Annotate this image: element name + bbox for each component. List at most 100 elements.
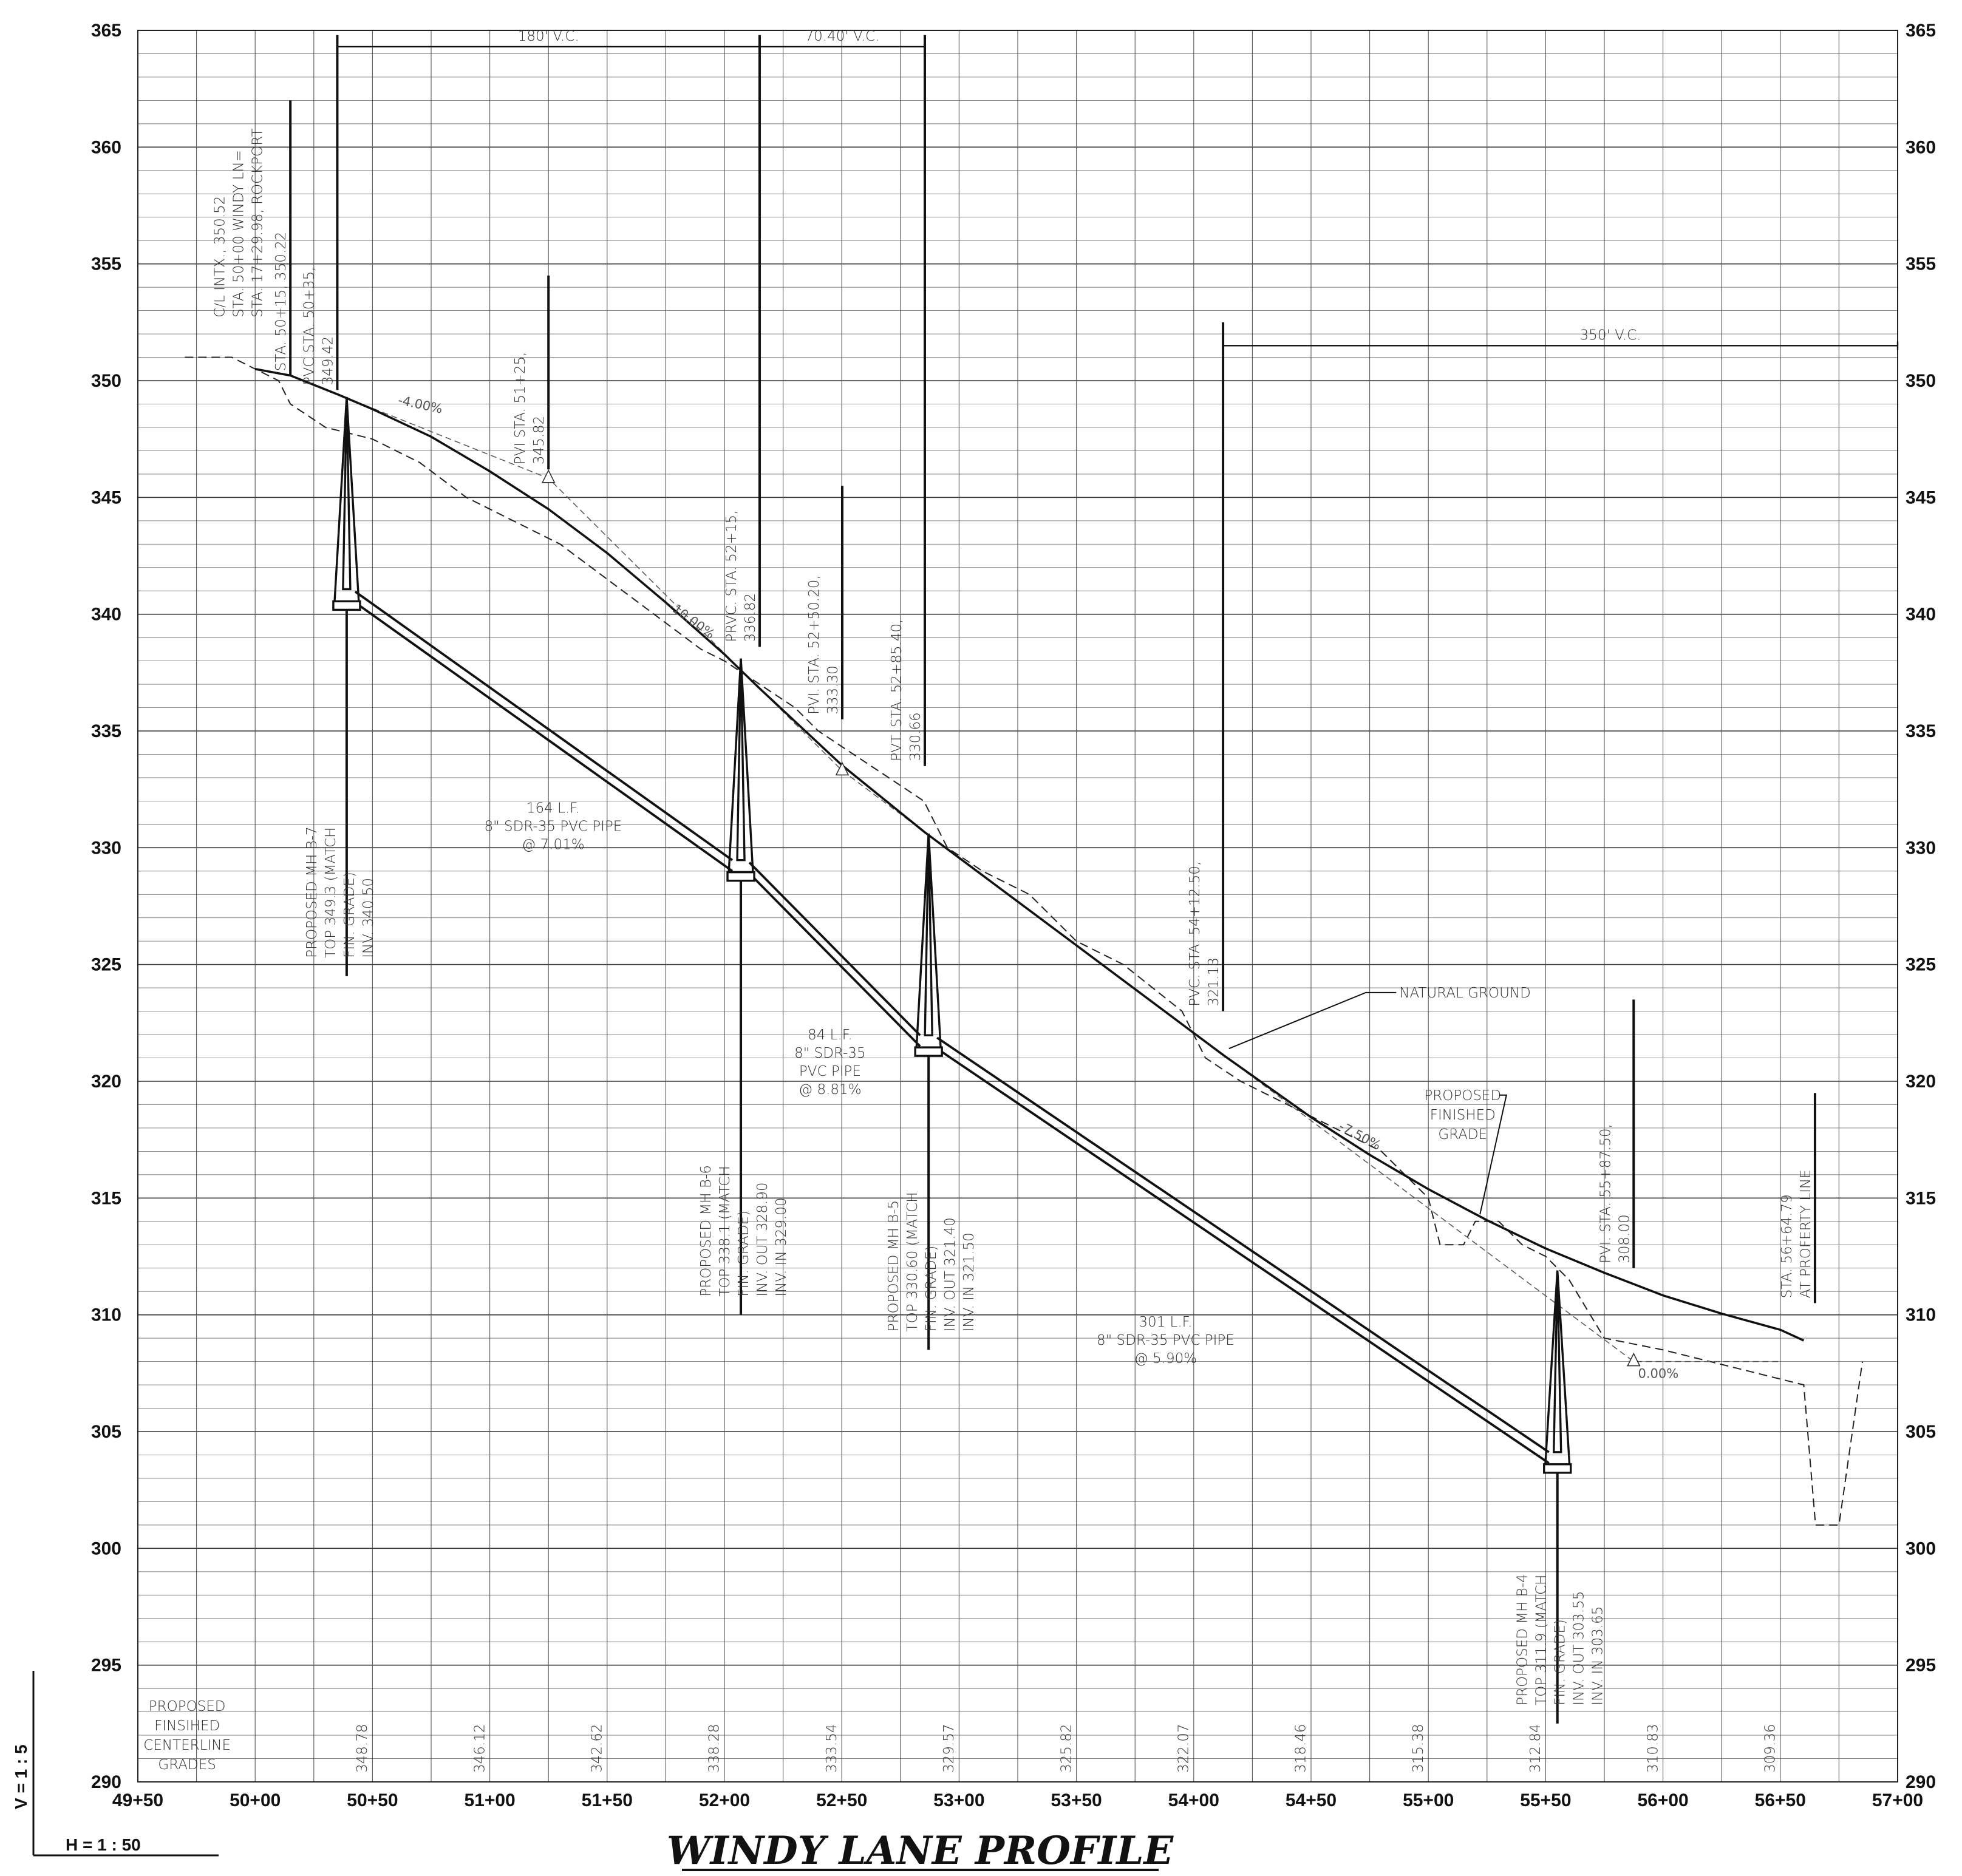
centerline-grade-value: 310.83 [1645, 1724, 1661, 1773]
pipe-label: 301 L.F. [1139, 1314, 1192, 1330]
station-tick-label: 54+50 [1286, 1790, 1337, 1810]
profile-linework [185, 35, 1899, 1724]
station-callout-label: 333.30 [825, 665, 841, 714]
centerline-grade-value: 318.46 [1293, 1724, 1309, 1773]
station-callout-label: AT PROFERTY LINE [1798, 1169, 1814, 1298]
manhole-label: INV. 340.50 [361, 878, 376, 958]
centerline-grade-value: 333.54 [824, 1724, 840, 1773]
manhole-label: INV. IN 321.50 [961, 1232, 977, 1331]
grade-percent-label: -10.00% [666, 599, 718, 642]
manhole-label: TOP 330.60 (MATCH [905, 1192, 921, 1331]
pvi-triangle-marker [1627, 1352, 1641, 1367]
elevation-tick-label-right: 355 [1906, 254, 1936, 274]
pipe-crown-line [748, 862, 921, 1036]
pipe-label: @ 5.90% [1134, 1351, 1197, 1367]
station-tick-label: 49+50 [112, 1790, 163, 1810]
centerline-grade-value: 322.07 [1176, 1724, 1191, 1773]
elevation-tick-label-left: 330 [91, 838, 121, 858]
manhole-label: PROPOSED MH B-6 [698, 1165, 714, 1297]
pipe-label: 164 L.F. [526, 801, 580, 817]
manhole-shaft [924, 834, 933, 1036]
station-tick-label: 51+50 [582, 1790, 633, 1810]
station-tick-label: 52+50 [816, 1790, 867, 1810]
manhole-wall [727, 658, 742, 874]
centerline-grade-value: 309.36 [1762, 1724, 1778, 1773]
station-callout-label: STA. 50+00 WINDY LN= [231, 150, 247, 318]
elevation-tick-label-right: 320 [1906, 1072, 1936, 1092]
centerline-grade-value: 315.38 [1411, 1724, 1426, 1773]
finished-grade-annotation: GRADE [1438, 1127, 1487, 1143]
pipe-label: 8" SDR-35 PVC PIPE [1097, 1333, 1235, 1348]
station-callout-label: PVI. STA. 52+50.20, [806, 575, 822, 715]
grade-percent-label: 0.00% [1638, 1367, 1679, 1381]
profile-grid [137, 30, 1898, 1783]
elevation-tick-label-left: 320 [91, 1072, 121, 1092]
manhole-label: INV. IN 329.00 [774, 1198, 789, 1297]
axis-labels: 290 290 295 295 300 300 305 305 310 310 315 315 320 3… [91, 21, 1936, 1810]
elevation-tick-label-left: 310 [91, 1305, 121, 1325]
station-tick-label: 53+50 [1051, 1790, 1102, 1810]
elevation-tick-label-right: 295 [1906, 1656, 1936, 1676]
centerline-grade-value: 325.82 [1058, 1724, 1074, 1773]
manhole-label: INV. IN 303.65 [1590, 1606, 1606, 1705]
profile-annotations: -4.00%-10.00%-7.50%0.00%164 L.F.8" SDR-3… [213, 29, 1814, 1705]
station-callout-label: STA. 17+29.98, ROCKPORT [250, 128, 266, 317]
manhole-label: FIN. GRADE) [924, 1246, 939, 1332]
pipe-label: @ 7.01% [522, 837, 584, 853]
centerline-grade-value: 338.28 [707, 1724, 723, 1773]
elevation-tick-label-left: 300 [91, 1538, 121, 1558]
manhole-base [914, 1046, 943, 1057]
station-tick-label: 54+00 [1168, 1790, 1219, 1810]
elevation-tick-label-left: 340 [91, 605, 121, 625]
station-callout-label: 336.82 [743, 593, 758, 642]
pipe-crown-line [936, 1036, 1550, 1453]
manhole-base [726, 871, 755, 882]
vertical-scale-label: V = 1 : 5 [12, 1744, 30, 1809]
manhole-label: INV. OUT 328.90 [755, 1183, 771, 1297]
natural-ground-annotation: NATURAL GROUND [1399, 985, 1531, 1001]
station-callout-label: PVI. STA. 55+87.50, [1598, 1124, 1613, 1263]
station-callout-label: STA. 56+64.79 [1779, 1194, 1795, 1298]
finished-grade-annotation: PROPOSED [1424, 1088, 1501, 1104]
annotation-leader [1228, 991, 1397, 1050]
station-callout-label: 349.42 [320, 336, 336, 385]
pipe-label: @ 8.81% [799, 1082, 861, 1098]
manhole-wall [333, 396, 348, 603]
plot-frame [137, 30, 1898, 1783]
manhole-wall [915, 834, 930, 1049]
centerline-grades-heading: GRADES [158, 1757, 216, 1773]
manhole-label: FIN. GRADE) [1553, 1619, 1569, 1705]
station-callout-label: PVC STA. 50+35, [301, 267, 317, 385]
station-tick-label: 50+00 [230, 1790, 281, 1810]
grade-percent-label: -4.00% [397, 393, 444, 416]
centerline-grade-value: 348.78 [355, 1724, 370, 1773]
station-callout-label: 321.13 [1206, 957, 1222, 1006]
manhole-wall [927, 834, 942, 1049]
vertical-curve-label: 350' V.C. [1580, 327, 1641, 343]
manhole-label: PROPOSED MH B-4 [1515, 1574, 1531, 1705]
manhole-wall [346, 396, 360, 603]
elevation-tick-label-left: 360 [91, 137, 121, 157]
elevation-tick-label-left: 305 [91, 1422, 121, 1442]
manhole-wall [740, 658, 754, 874]
drawing-title: WINDY LANE PROFILE [667, 1828, 1174, 1874]
elevation-tick-label-right: 335 [1906, 721, 1936, 741]
station-tick-label: 57+00 [1872, 1790, 1923, 1810]
station-callout-label: PRVC. STA. 52+15, [724, 511, 740, 642]
manhole-base [1543, 1463, 1572, 1474]
manhole-shaft [736, 658, 746, 862]
manhole-wall [1544, 1270, 1559, 1466]
manhole-label: FIN. GRADE) [736, 1211, 752, 1297]
natural-ground-line [185, 356, 1863, 1526]
manhole-shaft [1552, 1270, 1562, 1453]
station-tick-label: 53+00 [933, 1790, 984, 1810]
pipe-label: 8" SDR-35 PVC PIPE [485, 819, 622, 835]
elevation-tick-label-right: 365 [1906, 21, 1936, 41]
station-callout-label: 308.00 [1616, 1214, 1632, 1263]
station-callout-label: PVT. STA. 52+85.40, [889, 619, 905, 761]
elevation-tick-label-right: 340 [1906, 605, 1936, 625]
station-callout-label: 330.66 [908, 712, 924, 761]
station-tick-label: 56+50 [1755, 1790, 1806, 1810]
manhole-shaft [342, 396, 352, 591]
